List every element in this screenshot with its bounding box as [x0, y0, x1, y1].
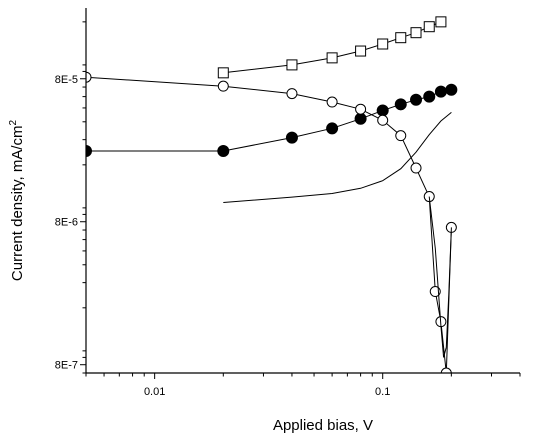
- series-2-point: [355, 103, 367, 115]
- series-2-point: [286, 88, 298, 100]
- y-tick-label: 8E-7: [55, 360, 78, 372]
- series-1-point: [86, 144, 92, 157]
- series-1-point: [285, 131, 298, 144]
- series-0-point: [410, 27, 422, 39]
- series-1-line: [86, 89, 452, 152]
- y-axis-title: Current density, mA/cm2: [8, 119, 26, 281]
- series-0-point: [435, 16, 447, 28]
- series-1-point: [326, 122, 339, 135]
- series-0-point: [395, 32, 407, 44]
- series-1-point: [376, 104, 389, 117]
- y-axis-title-main: Current density, mA/cm: [9, 125, 26, 281]
- series-0-point: [377, 38, 389, 50]
- series-0-point: [355, 45, 367, 57]
- series-1-point: [410, 93, 423, 106]
- series-2-point: [440, 367, 452, 373]
- series-2-line: [86, 76, 452, 373]
- series-0-point: [326, 52, 338, 64]
- axes: 0.01 0.1 8E-7 8E-6 8E-5: [55, 8, 521, 398]
- series-1-point: [354, 112, 367, 125]
- series-3-line: [223, 112, 452, 203]
- data-layer: [86, 16, 458, 373]
- series-0-point: [423, 21, 435, 33]
- x-axis-title: Applied bias, V: [273, 417, 373, 434]
- series-1-point: [394, 98, 407, 111]
- series-0-point: [286, 59, 298, 71]
- series-2-point: [326, 96, 338, 108]
- series-2-point: [410, 162, 422, 174]
- plot-area: [86, 16, 458, 373]
- series-2-point: [395, 130, 407, 142]
- series-1-point: [434, 85, 447, 98]
- series-2-point: [377, 114, 389, 126]
- y-axis-title-sup: 2: [8, 119, 19, 125]
- series-2-point: [86, 71, 92, 83]
- series-2-point: [217, 80, 229, 92]
- x-tick-label: 0.1: [375, 386, 390, 398]
- y-tick-label: 8E-6: [55, 217, 78, 229]
- series-1-point: [217, 144, 230, 157]
- series-1-point: [445, 83, 458, 96]
- series-0-line: [223, 21, 442, 74]
- series-4-line: [428, 196, 452, 358]
- series-0-point: [217, 67, 229, 79]
- y-tick-label: 8E-5: [55, 74, 78, 86]
- series-2-point: [423, 191, 435, 203]
- series-1-point: [423, 90, 436, 103]
- x-tick-label: 0.01: [144, 386, 165, 398]
